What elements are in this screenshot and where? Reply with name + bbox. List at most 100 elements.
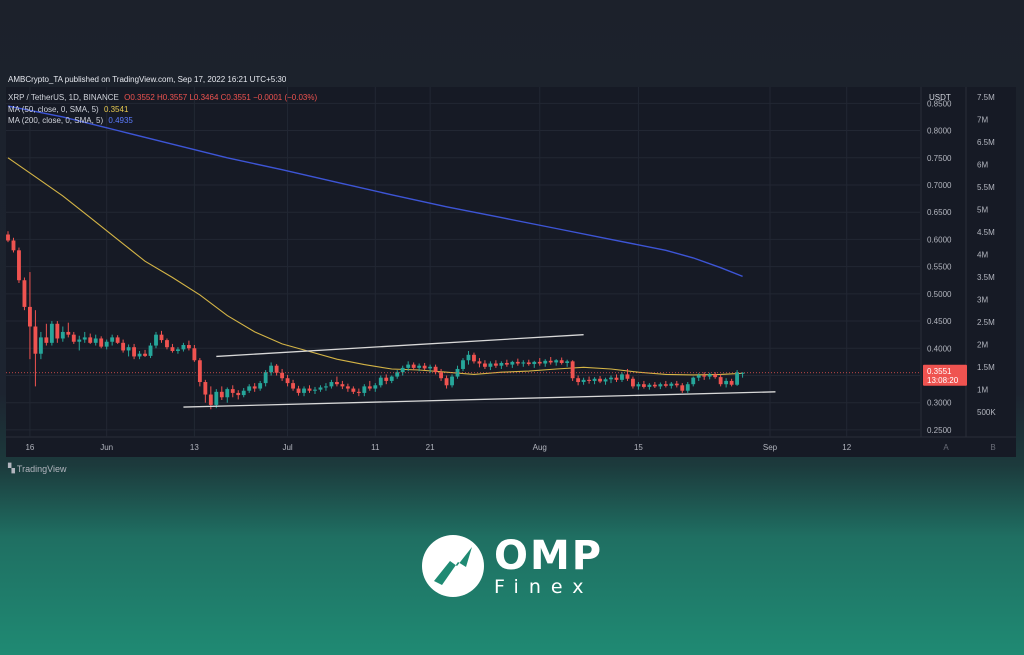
candle-body[interactable] — [455, 368, 460, 377]
candle-body[interactable] — [329, 382, 334, 387]
candle-body[interactable] — [680, 385, 685, 391]
candle-body[interactable] — [181, 345, 186, 350]
candle-body[interactable] — [466, 354, 471, 361]
candle-body[interactable] — [625, 374, 630, 379]
candle-body[interactable] — [548, 360, 553, 363]
legend-symbol-row[interactable]: XRP / TetherUS, 1D, BINANCE O0.3552 H0.3… — [8, 93, 320, 102]
candle-body[interactable] — [186, 345, 191, 349]
candle-body[interactable] — [296, 388, 301, 393]
candle-body[interactable] — [324, 386, 328, 388]
candle-body[interactable] — [197, 360, 202, 383]
candle-body[interactable] — [702, 375, 707, 377]
candle-body[interactable] — [154, 334, 158, 346]
candle-body[interactable] — [28, 306, 32, 327]
chart-panel[interactable]: 0.8500 0.8000 0.7500 0.7000 0.6500 0.6000 0.55… — [6, 87, 1016, 457]
candle-body[interactable] — [82, 337, 87, 340]
candle-body[interactable] — [477, 361, 482, 364]
candle-body[interactable] — [11, 240, 16, 251]
candle-body[interactable] — [88, 337, 93, 343]
legend-ma50-row[interactable]: MA (50, close, 0, SMA, 5) 0.3541 — [8, 105, 131, 114]
candle-body[interactable] — [345, 386, 350, 389]
candle-body[interactable] — [280, 372, 285, 379]
candle-body[interactable] — [148, 345, 153, 356]
candle-body[interactable] — [373, 385, 378, 389]
candle-body[interactable] — [411, 364, 416, 368]
candle-body[interactable] — [444, 378, 449, 386]
candle-body[interactable] — [285, 378, 290, 384]
candle-body[interactable] — [620, 374, 624, 380]
candle-body[interactable] — [740, 372, 745, 374]
price-chart[interactable]: 0.8500 0.8000 0.7500 0.7000 0.6500 0.6000 0.55… — [6, 87, 1016, 457]
candle-body[interactable] — [143, 353, 147, 356]
candle-body[interactable] — [77, 339, 82, 342]
candle-body[interactable] — [658, 384, 663, 387]
candle-body[interactable] — [493, 363, 498, 366]
candle-body[interactable] — [362, 386, 367, 393]
candle-body[interactable] — [104, 341, 109, 347]
candle-body[interactable] — [395, 372, 400, 377]
trendline-lower[interactable] — [183, 391, 776, 408]
candle-body[interactable] — [543, 360, 548, 364]
candle-body[interactable] — [735, 372, 740, 385]
candle-body[interactable] — [718, 377, 723, 385]
candle-body[interactable] — [38, 337, 43, 354]
candle-body[interactable] — [422, 365, 427, 369]
candle-body[interactable] — [44, 337, 49, 343]
candle-body[interactable] — [110, 337, 115, 342]
candle-body[interactable] — [274, 365, 279, 373]
candle-body[interactable] — [356, 391, 361, 393]
candle-body[interactable] — [663, 384, 668, 386]
candle-body[interactable] — [389, 376, 394, 381]
candle-body[interactable] — [291, 383, 295, 389]
candle-body[interactable] — [17, 250, 21, 281]
candle-body[interactable] — [115, 337, 120, 343]
candle-body[interactable] — [6, 234, 10, 241]
candle-body[interactable] — [219, 391, 224, 398]
candle-body[interactable] — [302, 388, 306, 393]
candle-body[interactable] — [351, 388, 356, 392]
candle-body[interactable] — [428, 366, 433, 369]
candle-body[interactable] — [367, 386, 372, 389]
candle-body[interactable] — [378, 377, 383, 386]
candle-body[interactable] — [724, 380, 729, 385]
candle-body[interactable] — [504, 362, 509, 365]
candle-body[interactable] — [208, 394, 213, 405]
candle-body[interactable] — [137, 353, 142, 357]
candle-body[interactable] — [22, 280, 27, 307]
candle-body[interactable] — [247, 386, 252, 391]
candle-body[interactable] — [263, 372, 268, 384]
candle-body[interactable] — [526, 362, 531, 365]
candle-body[interactable] — [49, 323, 54, 343]
candle-body[interactable] — [559, 360, 564, 363]
candle-body[interactable] — [165, 340, 169, 348]
candle-body[interactable] — [499, 362, 504, 366]
legend-ma200-row[interactable]: MA (200, close, 0, SMA, 5) 0.4935 — [8, 116, 136, 125]
candle-body[interactable] — [225, 389, 230, 398]
candle-body[interactable] — [691, 377, 696, 385]
candle-body[interactable] — [614, 377, 619, 380]
candle-body[interactable] — [537, 361, 542, 364]
candle-body[interactable] — [565, 361, 570, 363]
candle-body[interactable] — [707, 374, 712, 377]
candle-body[interactable] — [33, 326, 38, 354]
candle-body[interactable] — [472, 354, 476, 362]
candle-body[interactable] — [647, 384, 652, 387]
candle-body[interactable] — [258, 383, 263, 389]
candle-body[interactable] — [532, 361, 537, 365]
candle-body[interactable] — [713, 374, 718, 378]
candle-body[interactable] — [570, 361, 575, 379]
candle-body[interactable] — [313, 389, 317, 391]
candle-body[interactable] — [176, 349, 180, 351]
candle-body[interactable] — [521, 362, 526, 364]
candle-body[interactable] — [121, 342, 126, 351]
candle-body[interactable] — [652, 384, 657, 387]
candle-body[interactable] — [587, 379, 592, 381]
candle-body[interactable] — [554, 360, 559, 363]
candle-body[interactable] — [230, 389, 235, 393]
candle-body[interactable] — [581, 379, 586, 383]
candle-body[interactable] — [433, 366, 438, 373]
candle-body[interactable] — [132, 347, 137, 357]
candle-body[interactable] — [241, 390, 246, 396]
candle-body[interactable] — [488, 363, 493, 367]
candle-body[interactable] — [515, 361, 520, 364]
